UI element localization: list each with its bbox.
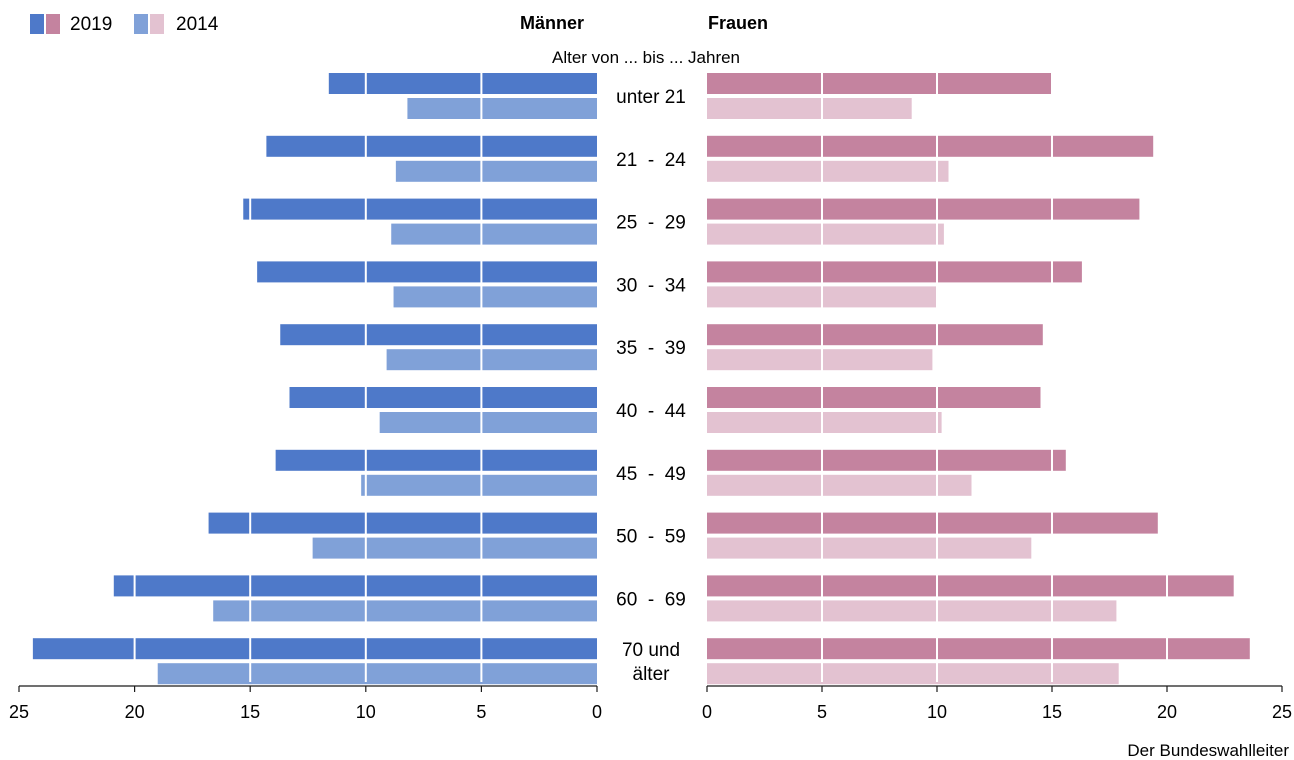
category-label-2: 25 - 29 <box>616 213 686 234</box>
category-label-9: 70 und älter <box>622 640 680 685</box>
category-label-0: unter 21 <box>616 87 686 108</box>
bar-women-2019-2 <box>707 198 1140 220</box>
bars <box>32 73 1250 685</box>
category-label-6: 45 - 49 <box>616 464 686 485</box>
bar-women-2014-6 <box>707 474 972 496</box>
tick-label-women-20: 20 <box>1157 702 1177 722</box>
bar-men-2019-8 <box>113 575 598 597</box>
category-labels: unter 21 21 - 24 25 - 29 30 - 34 35 - 39 40 -… <box>616 87 686 685</box>
bar-women-2019-8 <box>707 575 1234 597</box>
bar-men-2014-7 <box>312 537 597 559</box>
source-credit: Der Bundeswahlleiter <box>1127 741 1289 760</box>
bar-men-2019-0 <box>328 73 597 94</box>
bar-men-2014-4 <box>386 349 597 371</box>
bar-women-2014-0 <box>707 98 912 119</box>
tick-label-women-5: 5 <box>817 702 827 722</box>
bar-men-2014-5 <box>379 412 597 433</box>
tick-label-women-15: 15 <box>1042 702 1062 722</box>
legend-swatch-2014-men <box>134 14 148 34</box>
bar-men-2019-9 <box>32 638 597 660</box>
tick-label-women-10: 10 <box>927 702 947 722</box>
tick-label-men-15: 15 <box>240 702 260 722</box>
bar-men-2019-4 <box>280 324 597 346</box>
bar-men-2014-1 <box>395 160 597 182</box>
tick-label-women-0: 0 <box>702 702 712 722</box>
category-label-7: 50 - 59 <box>616 527 686 548</box>
bar-men-2014-3 <box>393 286 597 308</box>
legend-item-2019: 2019 <box>30 14 112 35</box>
category-label-3: 30 - 34 <box>616 275 686 296</box>
legend-label-2014: 2014 <box>176 14 219 35</box>
bar-men-2019-3 <box>257 261 597 283</box>
tick-label-men-20: 20 <box>125 702 145 722</box>
legend-swatch-2019-women <box>46 14 60 34</box>
men-panel-title: Männer <box>520 13 584 33</box>
bar-men-2019-6 <box>275 449 597 471</box>
legend-swatch-2014-women <box>150 14 164 34</box>
bar-men-2019-1 <box>266 135 597 157</box>
bar-men-2019-7 <box>208 512 598 534</box>
bar-women-2019-5 <box>707 387 1041 408</box>
legend-label-2019: 2019 <box>70 14 112 35</box>
category-label-5: 40 - 44 <box>616 401 686 422</box>
bar-men-2019-2 <box>243 198 598 220</box>
bar-men-2019-5 <box>289 387 597 408</box>
bar-women-2019-4 <box>707 324 1043 346</box>
bar-women-2014-1 <box>707 160 949 182</box>
bar-women-2014-7 <box>707 537 1032 559</box>
bar-women-2019-3 <box>707 261 1082 283</box>
bar-men-2014-2 <box>391 223 597 245</box>
bar-women-2014-4 <box>707 349 933 371</box>
women-panel-title: Frauen <box>708 13 768 33</box>
bar-men-2014-0 <box>407 98 597 119</box>
bar-women-2014-2 <box>707 223 944 245</box>
bar-women-2014-8 <box>707 600 1117 622</box>
bar-women-2019-9 <box>707 638 1250 660</box>
tick-label-men-10: 10 <box>356 702 376 722</box>
bar-men-2014-9 <box>157 663 597 685</box>
bar-women-2019-6 <box>707 449 1066 471</box>
age-axis-title: Alter von ... bis ... Jahren <box>552 48 740 67</box>
axes: 0 5 10 15 20 25 0 5 10 15 20 25 <box>9 685 1292 722</box>
bar-men-2014-8 <box>213 600 597 622</box>
legend-item-2014: 2014 <box>134 14 219 35</box>
bar-men-2014-6 <box>361 474 597 496</box>
tick-label-men-25: 25 <box>9 702 29 722</box>
bar-women-2019-0 <box>707 73 1052 94</box>
category-label-4: 35 - 39 <box>616 338 686 359</box>
bar-women-2014-5 <box>707 412 942 433</box>
bar-women-2014-9 <box>707 663 1119 685</box>
gridlines <box>18 71 1283 682</box>
bar-women-2019-7 <box>707 512 1158 534</box>
tick-label-men-5: 5 <box>476 702 486 722</box>
category-label-1: 21 - 24 <box>616 150 686 171</box>
bar-women-2019-1 <box>707 135 1154 157</box>
legend: 2019 2014 <box>30 14 219 35</box>
tick-label-women-25: 25 <box>1272 702 1292 722</box>
category-label-8: 60 - 69 <box>616 589 686 610</box>
tick-label-men-0: 0 <box>592 702 602 722</box>
legend-swatch-2019-men <box>30 14 44 34</box>
